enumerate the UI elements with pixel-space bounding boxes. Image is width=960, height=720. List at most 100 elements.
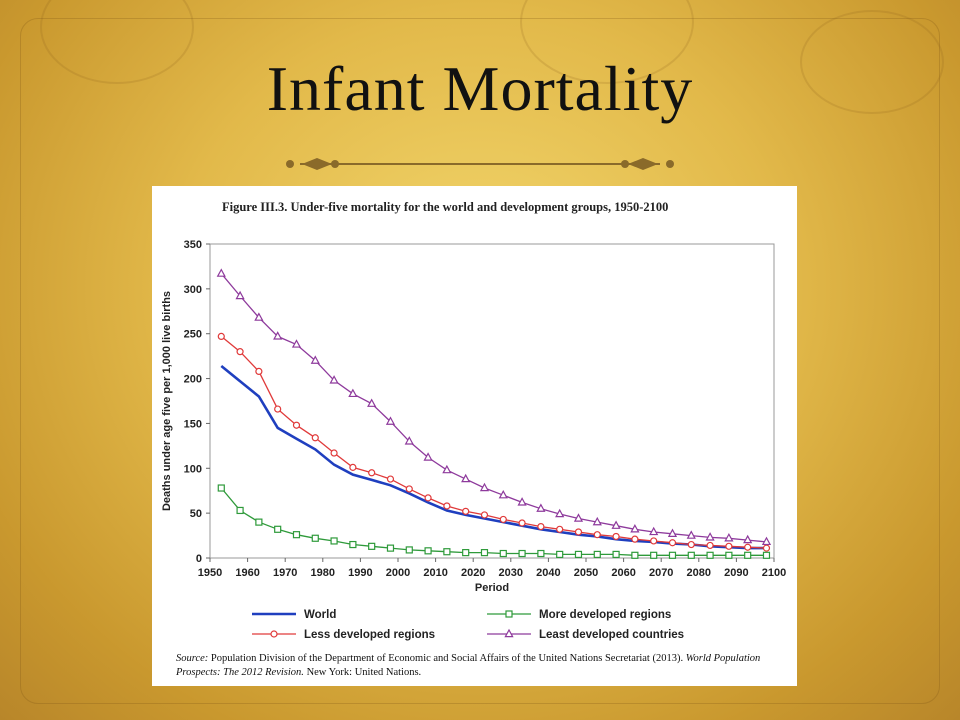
data-point <box>650 551 658 559</box>
data-point <box>593 531 601 539</box>
source-publication: World Population Prospects: The 2012 Rev… <box>176 653 761 678</box>
data-point <box>292 531 301 539</box>
data-point <box>518 549 526 558</box>
data-point <box>368 542 376 550</box>
data-point <box>368 469 376 477</box>
x-tick-label: 2080 <box>687 567 711 579</box>
x-tick-label: 1980 <box>311 567 335 579</box>
x-tick-label: 2070 <box>649 567 673 579</box>
data-point <box>443 548 451 556</box>
data-point <box>499 515 507 524</box>
slide-title: Infant Mortality <box>266 53 694 124</box>
legend-marker <box>270 630 278 638</box>
data-point <box>292 421 301 429</box>
data-point <box>479 482 490 492</box>
y-tick-label: 0 <box>196 553 202 565</box>
legend-label: Least developed countries <box>539 629 684 641</box>
x-axis-label: Period <box>475 582 509 594</box>
data-point <box>762 544 771 552</box>
data-point <box>217 484 225 492</box>
data-point <box>330 449 338 457</box>
under-five-mortality-chart: 0 50 100 150 200 250 300 350 1950 1960 1970 1980 199… <box>161 239 786 641</box>
data-point <box>235 290 245 300</box>
data-point <box>291 339 302 348</box>
data-point <box>573 513 584 522</box>
x-tick-label: 1970 <box>273 567 297 579</box>
data-point <box>518 519 526 527</box>
data-point <box>631 551 639 559</box>
data-point <box>744 551 752 559</box>
data-point <box>612 532 620 541</box>
x-tick-label: 2010 <box>423 567 447 579</box>
data-point <box>649 526 659 536</box>
data-point <box>443 502 451 510</box>
data-point <box>349 463 357 471</box>
data-point <box>386 475 395 483</box>
data-point <box>743 534 753 544</box>
y-tick-label: 150 <box>184 418 202 430</box>
data-point <box>555 508 565 518</box>
y-tick-label: 50 <box>190 508 202 520</box>
y-axis-label: Deaths under age five per 1,000 live bir… <box>161 291 173 511</box>
data-point <box>480 511 489 519</box>
y-tick-label: 250 <box>184 329 202 341</box>
x-tick-label: 2020 <box>461 567 485 579</box>
data-point <box>348 388 358 398</box>
data-point <box>611 520 621 529</box>
data-point <box>480 549 489 557</box>
data-point <box>424 494 432 502</box>
data-point <box>687 540 695 549</box>
data-point <box>274 525 282 533</box>
data-point <box>725 551 733 559</box>
data-point <box>536 503 546 512</box>
x-tick-label: 2060 <box>611 567 635 579</box>
data-point <box>762 551 771 559</box>
data-point <box>424 547 432 555</box>
x-tick-label: 1990 <box>348 567 372 579</box>
data-point <box>442 464 452 474</box>
data-point <box>574 550 583 559</box>
data-point <box>216 268 226 277</box>
data-point <box>706 541 714 550</box>
x-tick-label: 2100 <box>762 567 786 579</box>
title-ornament <box>286 158 674 170</box>
source-tail: New York: United Nations. <box>303 667 422 678</box>
data-point <box>462 507 470 515</box>
data-point <box>404 436 414 445</box>
x-tick-label: 1960 <box>235 567 259 579</box>
data-point <box>236 348 244 356</box>
data-point <box>761 536 772 546</box>
data-point <box>668 551 677 559</box>
data-point <box>574 528 583 536</box>
data-point <box>255 367 263 375</box>
data-point <box>725 542 733 550</box>
data-point <box>517 497 527 506</box>
data-point <box>706 551 714 559</box>
figure-source: Source: Population Division of the Depar… <box>176 652 788 680</box>
x-tick-label: 2040 <box>536 567 560 579</box>
data-point <box>385 416 396 425</box>
data-point <box>744 543 752 551</box>
data-point <box>705 532 715 541</box>
data-point <box>631 535 639 543</box>
x-tick-label: 1950 <box>198 567 222 579</box>
y-tick-label: 350 <box>184 239 202 251</box>
series-line <box>220 273 767 543</box>
y-tick-label: 200 <box>184 374 202 386</box>
data-point <box>405 546 413 554</box>
slide-frame <box>20 18 940 704</box>
data-point <box>311 434 319 442</box>
data-point <box>349 540 357 549</box>
y-tick-label: 100 <box>184 463 202 475</box>
figure-title: Figure III.3. Under-five mortality for t… <box>222 200 669 214</box>
legend-marker <box>505 610 513 618</box>
data-point <box>630 524 640 533</box>
data-point <box>254 312 264 321</box>
data-point <box>217 332 225 341</box>
data-point <box>612 550 620 559</box>
data-point <box>274 405 282 413</box>
data-point <box>236 506 244 515</box>
chart-panel: Figure III.3. Under-five mortality for t… <box>152 186 797 686</box>
data-point <box>686 530 696 539</box>
data-point <box>499 549 507 558</box>
